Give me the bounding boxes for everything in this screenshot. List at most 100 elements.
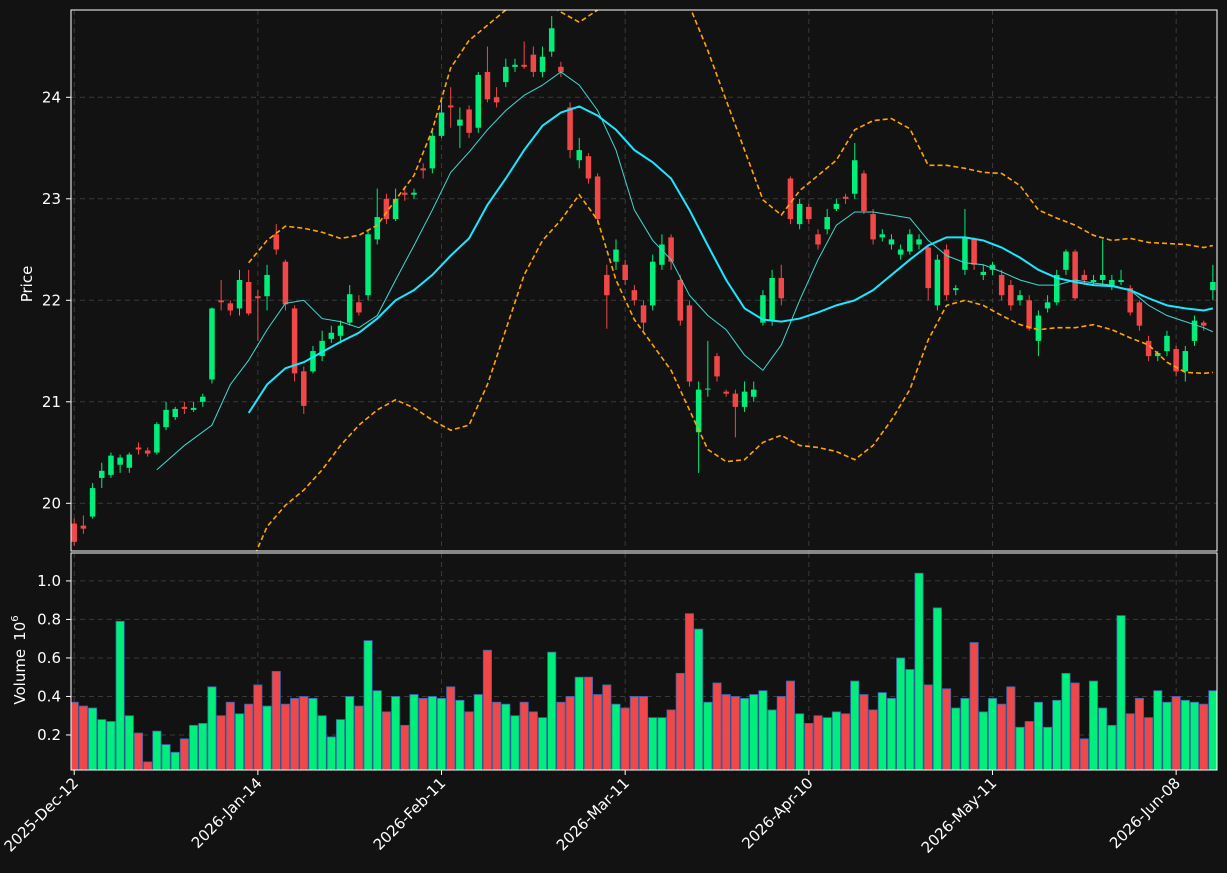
candle-body	[1063, 251, 1069, 270]
volume-bar	[657, 717, 667, 770]
candle-body	[989, 264, 996, 270]
volume-bar	[1208, 690, 1217, 770]
volume-bar	[1125, 713, 1135, 770]
volume-bar	[1006, 686, 1016, 770]
candle-body	[971, 239, 977, 265]
volume-bar	[831, 711, 841, 770]
candle-body	[447, 105, 454, 108]
volume-bar	[749, 694, 759, 770]
volume-bar	[694, 628, 704, 770]
volume-bar	[1180, 699, 1190, 770]
volume-bar	[712, 682, 722, 770]
volume-bar	[629, 696, 639, 770]
candle-body	[778, 277, 785, 299]
y-tick-label: 0.8	[37, 610, 61, 628]
y-tick-label: 0.4	[37, 687, 61, 705]
volume-bar	[1116, 615, 1126, 770]
volume-bar	[280, 703, 290, 770]
candle-body	[943, 249, 950, 296]
candle-body	[1127, 288, 1133, 313]
candle-body	[723, 391, 729, 394]
volume-bar	[290, 697, 300, 770]
volume-bar	[1189, 701, 1200, 770]
volume-bar	[593, 694, 603, 770]
volume-bar	[675, 672, 685, 770]
volume-bar	[565, 696, 575, 770]
volume-bar	[234, 713, 245, 770]
candle-body	[429, 135, 436, 169]
volume-axis-label: Volume 106	[10, 615, 29, 704]
volume-bar	[455, 699, 465, 770]
candle-body	[613, 249, 619, 262]
candle-body	[962, 237, 968, 270]
volume-bar	[1199, 703, 1209, 770]
candle-body	[1054, 274, 1060, 303]
volume-bar	[767, 709, 777, 770]
candle-body	[126, 454, 133, 468]
indicator-line	[248, 10, 1214, 264]
candle-body	[668, 237, 674, 262]
y-tick-label: 0.6	[37, 649, 61, 667]
volume-bar	[583, 676, 593, 770]
volume-bar	[400, 724, 410, 770]
candle-body	[512, 64, 518, 67]
candle-body	[888, 239, 895, 245]
candle-body	[585, 156, 592, 179]
candle-body	[659, 244, 665, 265]
volume-bar	[326, 736, 336, 770]
volume-bar	[639, 696, 649, 770]
candle-body	[861, 173, 867, 211]
candle-body	[870, 214, 876, 240]
volume-unit-base: 10	[11, 622, 29, 641]
candle-body	[273, 234, 279, 250]
volume-bar	[795, 713, 805, 770]
volume-bar	[914, 572, 924, 770]
volume-bar	[703, 701, 713, 770]
candle-body	[824, 217, 830, 230]
candle-body	[576, 150, 583, 161]
volume-bar	[106, 721, 116, 770]
candle-body	[1182, 351, 1189, 372]
volume-bar	[436, 697, 447, 770]
candle-body	[695, 389, 702, 433]
volume-bar	[841, 713, 851, 770]
volume-bar	[923, 684, 933, 770]
volume-bar	[124, 715, 134, 770]
candle-body	[1035, 315, 1042, 341]
volume-bar	[381, 711, 391, 770]
volume-bar	[492, 701, 502, 770]
volume-bar	[896, 657, 906, 770]
volume-bar	[1043, 726, 1053, 770]
candle-body	[604, 274, 610, 296]
volume-bar	[271, 671, 281, 770]
volume-bar	[1098, 707, 1108, 770]
candle-body	[493, 97, 500, 103]
volume-bar	[216, 715, 226, 770]
volume-bar	[859, 694, 869, 770]
candle-body	[117, 457, 123, 465]
candle-body	[365, 234, 371, 296]
candle-body	[144, 450, 151, 454]
candle-body	[1118, 279, 1124, 283]
candle-body	[356, 302, 362, 313]
candle-body	[980, 271, 987, 275]
candle-body	[952, 288, 959, 291]
volume-bar	[198, 723, 208, 770]
candle-body	[227, 303, 234, 311]
volume-bar	[345, 696, 355, 770]
candle-body	[539, 56, 546, 72]
indicator-line	[255, 193, 1213, 551]
y-tick-label: 0.2	[37, 726, 61, 744]
volume-bar	[409, 694, 419, 770]
volume-bar	[1153, 690, 1163, 770]
candle-body	[420, 168, 426, 171]
volume-bar	[1134, 697, 1144, 770]
volume-label: Volume	[11, 649, 29, 705]
volume-bar	[372, 690, 382, 770]
volume-bar	[519, 701, 529, 770]
candle-body	[190, 407, 197, 410]
volume-bar	[253, 684, 263, 770]
candle-body	[328, 332, 335, 339]
volume-bar	[1061, 672, 1071, 770]
volume-bar	[427, 696, 437, 770]
